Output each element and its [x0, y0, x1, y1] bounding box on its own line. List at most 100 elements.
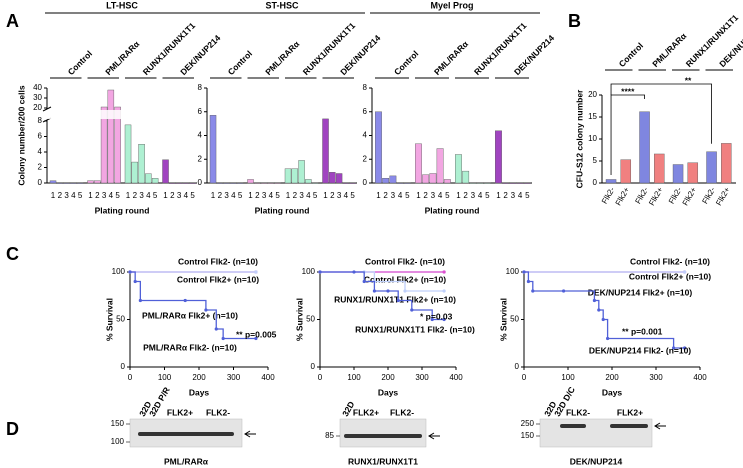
- lane-label: FLK2-: [390, 407, 414, 417]
- bar: [721, 143, 732, 184]
- blot-label: RUNX1/RUNX1T1: [348, 456, 418, 466]
- bar: [49, 180, 57, 184]
- bar: [56, 182, 64, 184]
- x-tick-label: 200: [605, 373, 619, 382]
- x-tick-label: 2: [255, 191, 260, 200]
- group-label: PML/RARα: [650, 30, 689, 69]
- bar: [495, 130, 502, 184]
- bar: [422, 174, 430, 184]
- x-tick-label: 5: [485, 191, 490, 200]
- x-tick-label: 3: [224, 191, 229, 200]
- x-tick-label: 4: [344, 191, 349, 200]
- bar: [605, 179, 617, 184]
- survival-point: [601, 317, 605, 322]
- survival-point: [562, 289, 566, 293]
- x-tick-label: 4: [478, 191, 483, 200]
- y-tick-label: 2: [38, 163, 43, 172]
- y-tick-label: 50: [306, 315, 315, 324]
- survival-point: [531, 289, 535, 293]
- y-tick-label: 100: [302, 267, 316, 276]
- survival-point: [352, 270, 356, 274]
- y-tick-label: 0: [198, 178, 203, 187]
- bar: [267, 182, 275, 184]
- group-label: PML/RARα: [103, 38, 142, 77]
- bar: [230, 182, 237, 184]
- x-tick-label: 0: [318, 373, 323, 382]
- x-tick-label: 4: [518, 191, 523, 200]
- blot-image: [339, 418, 427, 448]
- x-tick-label: 2: [423, 191, 428, 200]
- x-tick-label: 5: [115, 191, 120, 200]
- lane-label: FLK2+: [167, 407, 193, 417]
- x-tick-label: 3: [471, 191, 476, 200]
- bar: [687, 162, 699, 184]
- bar: [443, 179, 451, 184]
- y-tick-label: 0: [593, 178, 598, 187]
- survival-point: [396, 298, 400, 303]
- x-tick-label: 5: [525, 191, 530, 200]
- bar: [349, 182, 356, 184]
- x-tick-label: 5: [313, 191, 318, 200]
- bar: [654, 153, 665, 184]
- survival-point: [362, 279, 366, 284]
- bar: [396, 182, 404, 184]
- y-tick-label: 8: [363, 83, 368, 92]
- bar: [462, 170, 470, 184]
- survival-point: [430, 317, 434, 322]
- p-value: ** p=0.001: [622, 326, 663, 336]
- significance-label: ****: [621, 86, 635, 96]
- x-tick-label: Flk2+: [714, 185, 732, 207]
- y-axis-label: CFU-S12 colony number: [574, 89, 584, 188]
- y-tick-label: 4: [198, 131, 203, 140]
- bar: [455, 154, 462, 184]
- x-tick-label: 100: [561, 373, 575, 382]
- x-tick-label: 3: [102, 191, 107, 200]
- y-tick-label: 6: [38, 132, 43, 141]
- survival-point: [442, 317, 446, 322]
- bar: [247, 179, 254, 184]
- x-tick-label: 3: [299, 191, 304, 200]
- bar: [223, 182, 230, 184]
- bar: [523, 182, 531, 184]
- axis-break-gap: [48, 110, 198, 119]
- y-tick-label: 50: [116, 315, 125, 324]
- y-tick-label: 6: [363, 107, 368, 116]
- blot-label: PML/RARα: [164, 456, 209, 466]
- survival-point: [254, 336, 258, 341]
- y-tick-label: 100: [506, 267, 520, 276]
- bar: [107, 89, 115, 184]
- x-tick-label: 2: [170, 191, 175, 200]
- size-marker: 150: [111, 419, 125, 428]
- bar: [291, 168, 299, 184]
- y-tick-label: 4: [38, 147, 43, 156]
- bar: [124, 124, 132, 184]
- survival-point: [403, 289, 407, 293]
- x-tick-label: Flk2+: [614, 185, 632, 207]
- bar: [274, 182, 281, 184]
- x-tick-label: 3: [511, 191, 516, 200]
- x-tick-label: 100: [347, 373, 361, 382]
- y-tick-label: 2: [198, 154, 203, 163]
- bar: [672, 164, 684, 184]
- series-label: Control Flk2+ (n=10): [177, 274, 259, 284]
- bar: [138, 144, 145, 184]
- p-value: ** p=0.005: [236, 329, 277, 339]
- survival-point: [522, 270, 526, 274]
- x-tick-label: 300: [415, 373, 429, 382]
- survival-point: [204, 308, 208, 312]
- x-tick-label: 2: [95, 191, 100, 200]
- x-tick-label: 3: [431, 191, 436, 200]
- y-tick-label: 8: [198, 83, 203, 92]
- arrow: [244, 430, 256, 438]
- survival-point: [442, 289, 446, 293]
- x-tick-label: 2: [293, 191, 298, 200]
- y-tick-label: 2: [363, 154, 368, 163]
- x-tick-label: 5: [445, 191, 450, 200]
- bar: [182, 182, 190, 184]
- x-tick-label: 4: [231, 191, 236, 200]
- y-tick-label: 50: [510, 315, 519, 324]
- bar: [189, 182, 196, 184]
- survival-point: [128, 270, 132, 274]
- x-tick-label: 4: [269, 191, 274, 200]
- bar: [298, 160, 305, 184]
